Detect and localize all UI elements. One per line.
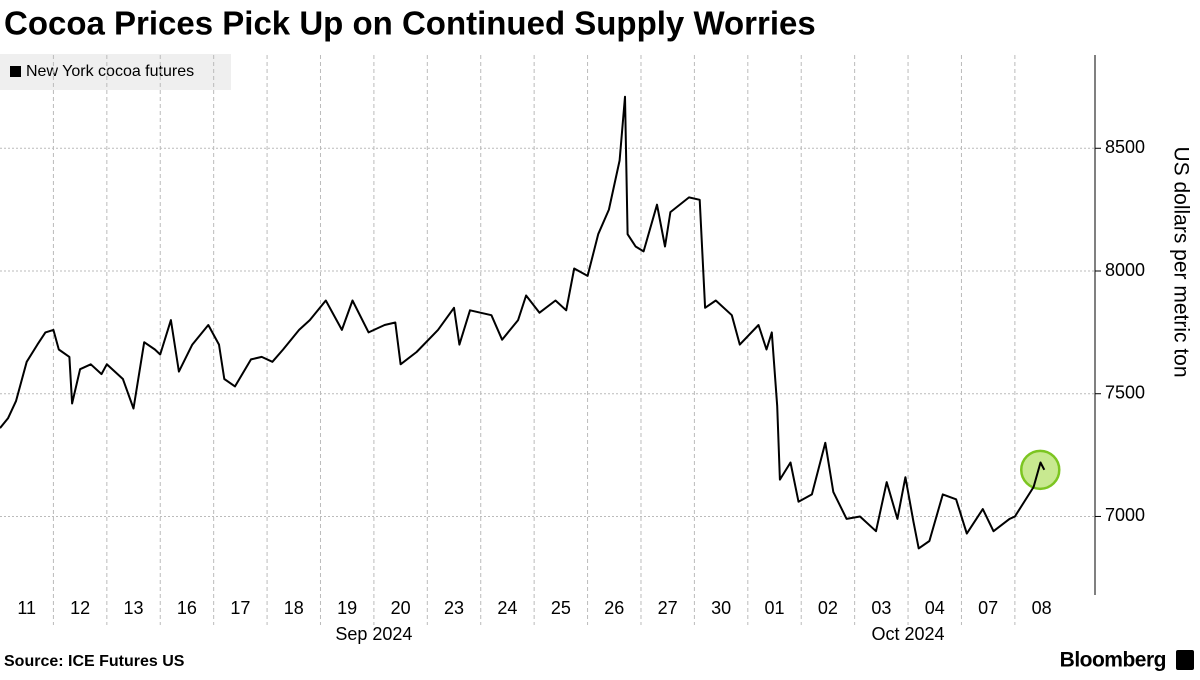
x-tick-label: 16 (177, 598, 197, 618)
x-tick-label: 17 (230, 598, 250, 618)
source: Source: ICE Futures US (4, 653, 185, 670)
legend-swatch (10, 66, 21, 77)
y-axis-label: US dollars per metric ton (1169, 146, 1192, 377)
brand: Bloomberg (1060, 649, 1166, 672)
last-point-highlight (1020, 449, 1061, 491)
y-tick-label: 7500 (1105, 382, 1145, 402)
x-tick-label: 07 (978, 598, 998, 618)
x-tick-label: 13 (124, 598, 144, 618)
x-group-label: Oct 2024 (872, 624, 945, 644)
price-line (0, 95, 1046, 550)
x-tick-label: 02 (818, 598, 838, 618)
y-tick-label: 8500 (1105, 137, 1145, 157)
x-tick-label: 23 (444, 598, 464, 618)
x-tick-label: 12 (70, 598, 90, 618)
x-tick-label: 04 (925, 598, 945, 618)
x-tick-label: 30 (711, 598, 731, 618)
x-tick-label: 20 (391, 598, 411, 618)
legend-box (0, 54, 231, 90)
x-tick-label: 27 (658, 598, 678, 618)
brand-icon (1176, 650, 1194, 670)
y-tick-label: 7000 (1105, 505, 1145, 525)
x-tick-label: 25 (551, 598, 571, 618)
x-group-label: Sep 2024 (335, 624, 412, 644)
x-tick-label: 01 (764, 598, 784, 618)
x-tick-label: 11 (17, 598, 36, 618)
y-tick-label: 8000 (1105, 260, 1145, 280)
x-tick-label: 18 (284, 598, 304, 618)
x-tick-label: 26 (604, 598, 624, 618)
x-tick-label: 08 (1032, 598, 1052, 618)
x-tick-label: 03 (871, 598, 891, 618)
chart-title: Cocoa Prices Pick Up on Continued Supply… (4, 5, 816, 42)
x-tick-label: 19 (337, 598, 357, 618)
x-tick-label: 24 (497, 598, 517, 618)
legend-label: New York cocoa futures (26, 63, 194, 80)
